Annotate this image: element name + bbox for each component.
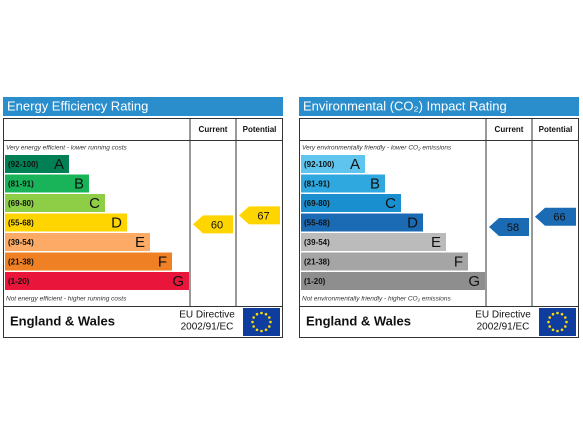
rating-value: 60 xyxy=(211,219,223,231)
band-letter: E xyxy=(135,234,145,251)
panel-frame xyxy=(3,118,283,338)
directive-line: EU Directive xyxy=(475,310,531,321)
rating-value: 58 xyxy=(507,222,519,234)
rating-band xyxy=(301,174,385,193)
panel-frame xyxy=(299,118,579,338)
rating-arrow xyxy=(193,215,233,234)
eu-star xyxy=(551,328,555,332)
panel-title: Energy Efficiency Rating xyxy=(7,98,148,113)
rating-band xyxy=(5,252,172,271)
rating-band xyxy=(301,272,485,290)
panel-title: Environmental (CO₂) Impact Rating xyxy=(303,98,507,113)
eu-star xyxy=(560,328,564,332)
rating-band xyxy=(301,194,401,212)
rating-band xyxy=(5,213,127,232)
eu-star xyxy=(255,312,259,316)
bottom-note: Not energy efficient - higher running co… xyxy=(6,296,127,303)
eu-star xyxy=(563,316,567,319)
band-letter: A xyxy=(54,156,64,173)
title-bar xyxy=(3,97,283,116)
eu-star xyxy=(563,325,567,328)
title-bar xyxy=(299,97,579,116)
top-note: Very environmentally friendly - lower CO… xyxy=(302,145,452,152)
band-letter: A xyxy=(350,156,360,173)
column-header: Current xyxy=(199,125,228,134)
band-range: (21-38) xyxy=(8,258,34,267)
band-range: (55-68) xyxy=(304,219,330,228)
column-header: Current xyxy=(495,125,524,134)
eu-star xyxy=(252,325,256,328)
band-range: (39-54) xyxy=(304,238,330,247)
band-letter: B xyxy=(74,175,84,192)
band-range: (69-80) xyxy=(304,199,330,208)
band-range: (92-100) xyxy=(304,160,335,169)
band-letter: G xyxy=(172,273,184,290)
band-letter: G xyxy=(468,273,480,290)
band-range: (1-20) xyxy=(8,277,30,286)
eu-star xyxy=(255,328,259,332)
eu-star xyxy=(548,325,552,328)
rating-arrow xyxy=(535,207,576,226)
rating-band xyxy=(301,213,423,232)
bottom-note: Not environmentally friendly - higher CO… xyxy=(302,296,452,303)
band-range: (39-54) xyxy=(8,238,34,247)
eu-star xyxy=(264,328,268,332)
eu-star xyxy=(252,316,256,319)
top-note: Very energy efficient - lower running co… xyxy=(6,145,128,152)
region-label: England & Wales xyxy=(306,313,411,328)
column-header: Potential xyxy=(243,125,277,134)
rating-band xyxy=(5,155,69,173)
rating-panel: Energy Efficiency Rating Current Potential… xyxy=(3,97,283,338)
band-range: (1-20) xyxy=(304,277,326,286)
rating-band xyxy=(5,272,189,290)
directive-line: 2002/91/EC xyxy=(477,322,530,333)
eu-star xyxy=(267,325,271,328)
band-letter: E xyxy=(431,234,441,251)
directive-line: EU Directive xyxy=(179,310,235,321)
band-letter: F xyxy=(158,253,167,270)
rating-band xyxy=(301,233,446,251)
eu-star xyxy=(260,311,263,315)
rating-band xyxy=(301,155,365,173)
band-letter: C xyxy=(385,195,396,212)
band-letter: D xyxy=(111,214,122,231)
band-range: (92-100) xyxy=(8,160,39,169)
eu-star xyxy=(565,320,568,324)
band-letter: D xyxy=(407,214,418,231)
band-range: (81-91) xyxy=(8,180,34,189)
band-range: (81-91) xyxy=(304,180,330,189)
rating-arrow xyxy=(489,218,529,236)
rating-band xyxy=(5,233,150,251)
eu-star xyxy=(547,320,550,324)
rating-band xyxy=(5,194,105,212)
rating-band xyxy=(5,174,89,193)
eu-star xyxy=(251,320,254,324)
rating-value: 67 xyxy=(257,210,269,222)
eu-star xyxy=(264,312,268,316)
directive-line: 2002/91/EC xyxy=(181,322,234,333)
region-label: England & Wales xyxy=(10,313,115,328)
band-letter: B xyxy=(370,175,380,192)
band-range: (21-38) xyxy=(304,258,330,267)
eu-star xyxy=(269,320,272,324)
rating-panel: Environmental (CO₂) Impact Rating Current… xyxy=(299,97,579,338)
eu-star xyxy=(548,316,552,319)
rating-band xyxy=(301,252,468,271)
eu-star xyxy=(556,311,559,315)
column-header: Potential xyxy=(539,125,573,134)
eu-star xyxy=(556,329,559,333)
band-range: (69-80) xyxy=(8,199,34,208)
eu-star xyxy=(551,312,555,316)
eu-star xyxy=(560,312,564,316)
rating-arrow xyxy=(239,206,280,225)
rating-value: 66 xyxy=(553,212,565,224)
band-letter: C xyxy=(89,195,100,212)
band-range: (55-68) xyxy=(8,219,34,228)
eu-star xyxy=(267,316,271,319)
band-letter: F xyxy=(454,253,463,270)
eu-star xyxy=(260,329,263,333)
